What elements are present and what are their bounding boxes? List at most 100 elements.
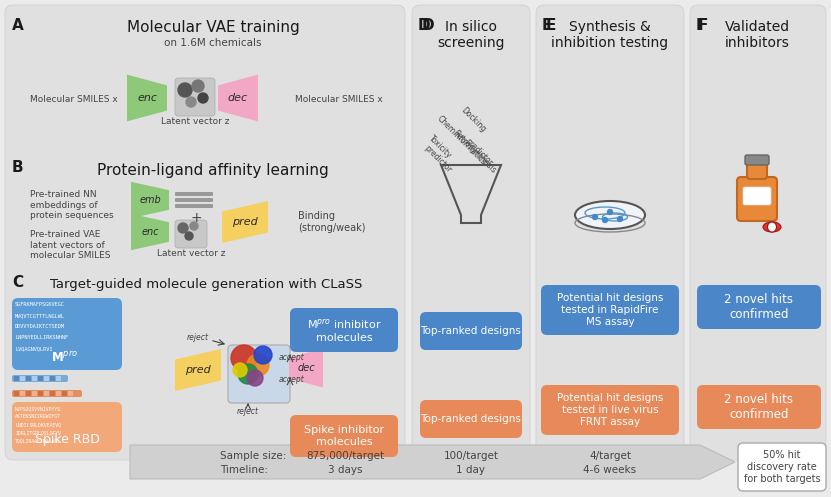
Circle shape [190,222,198,230]
Text: dec: dec [228,93,248,103]
Text: emb: emb [139,195,161,205]
FancyBboxPatch shape [5,5,405,460]
Text: predictor: predictor [422,144,453,174]
Polygon shape [218,75,258,121]
FancyBboxPatch shape [56,376,61,381]
FancyBboxPatch shape [12,298,122,370]
Text: C: C [12,275,23,290]
Text: F: F [698,18,708,33]
Text: TQQLIRAAEIRASANL: TQQLIRAAEIRASANL [15,438,61,443]
FancyBboxPatch shape [420,400,522,438]
Text: Spike RBD: Spike RBD [35,433,100,446]
Text: predictor: predictor [463,137,494,167]
FancyBboxPatch shape [290,308,398,352]
FancyBboxPatch shape [745,155,769,165]
FancyBboxPatch shape [12,402,122,452]
Text: 4/target: 4/target [589,451,631,461]
Text: Pre-trained NN
embeddings of
protein sequences: Pre-trained NN embeddings of protein seq… [30,190,114,220]
Text: 50% hit
discovery rate
for both targets: 50% hit discovery rate for both targets [744,450,820,484]
FancyBboxPatch shape [697,285,821,329]
FancyBboxPatch shape [175,192,213,196]
Text: pred: pred [185,365,211,375]
Text: NVPSOQSVVNIVPYYS: NVPSOQSVVNIVPYYS [15,406,61,411]
Text: D: D [418,18,430,33]
Text: Toxicity: Toxicity [427,134,454,160]
Text: Spike inhibitor
molecules: Spike inhibitor molecules [304,425,384,447]
Circle shape [593,215,597,220]
FancyBboxPatch shape [14,391,19,396]
Text: B: B [12,160,23,175]
FancyBboxPatch shape [290,415,398,457]
Text: DDVVYDAIKTCTSEDM: DDVVYDAIKTCTSEDM [15,324,65,329]
Text: F: F [696,18,706,33]
FancyBboxPatch shape [50,376,55,381]
Circle shape [185,232,193,240]
Text: LVQAGNVQLRVI: LVQAGNVQLRVI [15,346,52,351]
Ellipse shape [768,222,776,232]
Text: 2 novel hits
confirmed: 2 novel hits confirmed [725,293,794,321]
Circle shape [247,370,263,386]
Text: 1 day: 1 day [456,465,485,475]
FancyBboxPatch shape [175,78,215,116]
Text: Sample size:: Sample size: [220,451,287,461]
FancyBboxPatch shape [14,376,19,381]
Polygon shape [130,445,735,479]
FancyBboxPatch shape [737,177,777,221]
Text: Top-ranked designs: Top-ranked designs [420,414,521,424]
Text: E: E [542,18,553,33]
Circle shape [231,345,257,371]
FancyBboxPatch shape [412,5,530,460]
FancyBboxPatch shape [12,375,68,382]
Text: Timeline:: Timeline: [220,465,268,475]
FancyBboxPatch shape [536,5,684,460]
Polygon shape [131,214,169,250]
Text: 4-6 weeks: 4-6 weeks [583,465,637,475]
FancyBboxPatch shape [44,376,49,381]
Circle shape [198,93,208,103]
Circle shape [238,364,258,384]
FancyBboxPatch shape [175,204,213,208]
FancyBboxPatch shape [32,376,37,381]
Text: MVQVTCGTTTLNGLWL: MVQVTCGTTTLNGLWL [15,313,65,318]
Text: 875,000/target: 875,000/target [306,451,384,461]
Ellipse shape [575,201,645,229]
Text: enc: enc [141,227,159,237]
Text: Molecular VAE training: Molecular VAE training [126,20,299,35]
Text: ASTEKSNIIRGWIFGT: ASTEKSNIIRGWIFGT [15,414,61,419]
Text: Pre-trained VAE
latent vectors of
molecular SMILES: Pre-trained VAE latent vectors of molecu… [30,230,111,260]
Text: Latent vector z: Latent vector z [160,117,229,127]
Text: Latent vector z: Latent vector z [157,249,225,258]
Text: IDRLITGRLQSLQTYV: IDRLITGRLQSLQTYV [15,430,61,435]
Text: Potential hit designs
tested in live virus
FRNT assay: Potential hit designs tested in live vir… [557,394,663,426]
Text: D: D [422,18,435,33]
Text: Binding
(strong/weak): Binding (strong/weak) [298,211,366,233]
Circle shape [178,83,192,97]
FancyBboxPatch shape [44,391,49,396]
Text: 100/target: 100/target [444,451,499,461]
Text: 3 days: 3 days [327,465,362,475]
FancyBboxPatch shape [32,391,37,396]
Text: Top-ranked designs: Top-ranked designs [420,326,521,336]
Text: E: E [546,18,557,33]
FancyBboxPatch shape [420,312,522,350]
Circle shape [254,346,272,364]
Text: LNPNYEDLLIRKSNHNF: LNPNYEDLLIRKSNHNF [15,335,68,340]
Text: pred: pred [232,217,258,227]
Polygon shape [289,348,323,388]
Circle shape [192,80,204,92]
FancyBboxPatch shape [38,391,43,396]
FancyBboxPatch shape [56,391,61,396]
Text: Synthesis &
inhibition testing: Synthesis & inhibition testing [552,20,669,50]
Circle shape [247,354,269,376]
Text: reject: reject [187,333,209,342]
Text: A: A [12,18,24,33]
Text: M$^{pro}$ inhibitor
molecules: M$^{pro}$ inhibitor molecules [307,318,381,342]
FancyBboxPatch shape [747,163,767,179]
Polygon shape [131,182,169,218]
FancyBboxPatch shape [26,391,31,396]
FancyBboxPatch shape [228,345,290,403]
FancyBboxPatch shape [541,285,679,335]
Text: Cheminformatics: Cheminformatics [435,114,488,166]
FancyBboxPatch shape [62,391,67,396]
Text: Potential hit designs
tested in RapidFire
MS assay: Potential hit designs tested in RapidFir… [557,293,663,327]
